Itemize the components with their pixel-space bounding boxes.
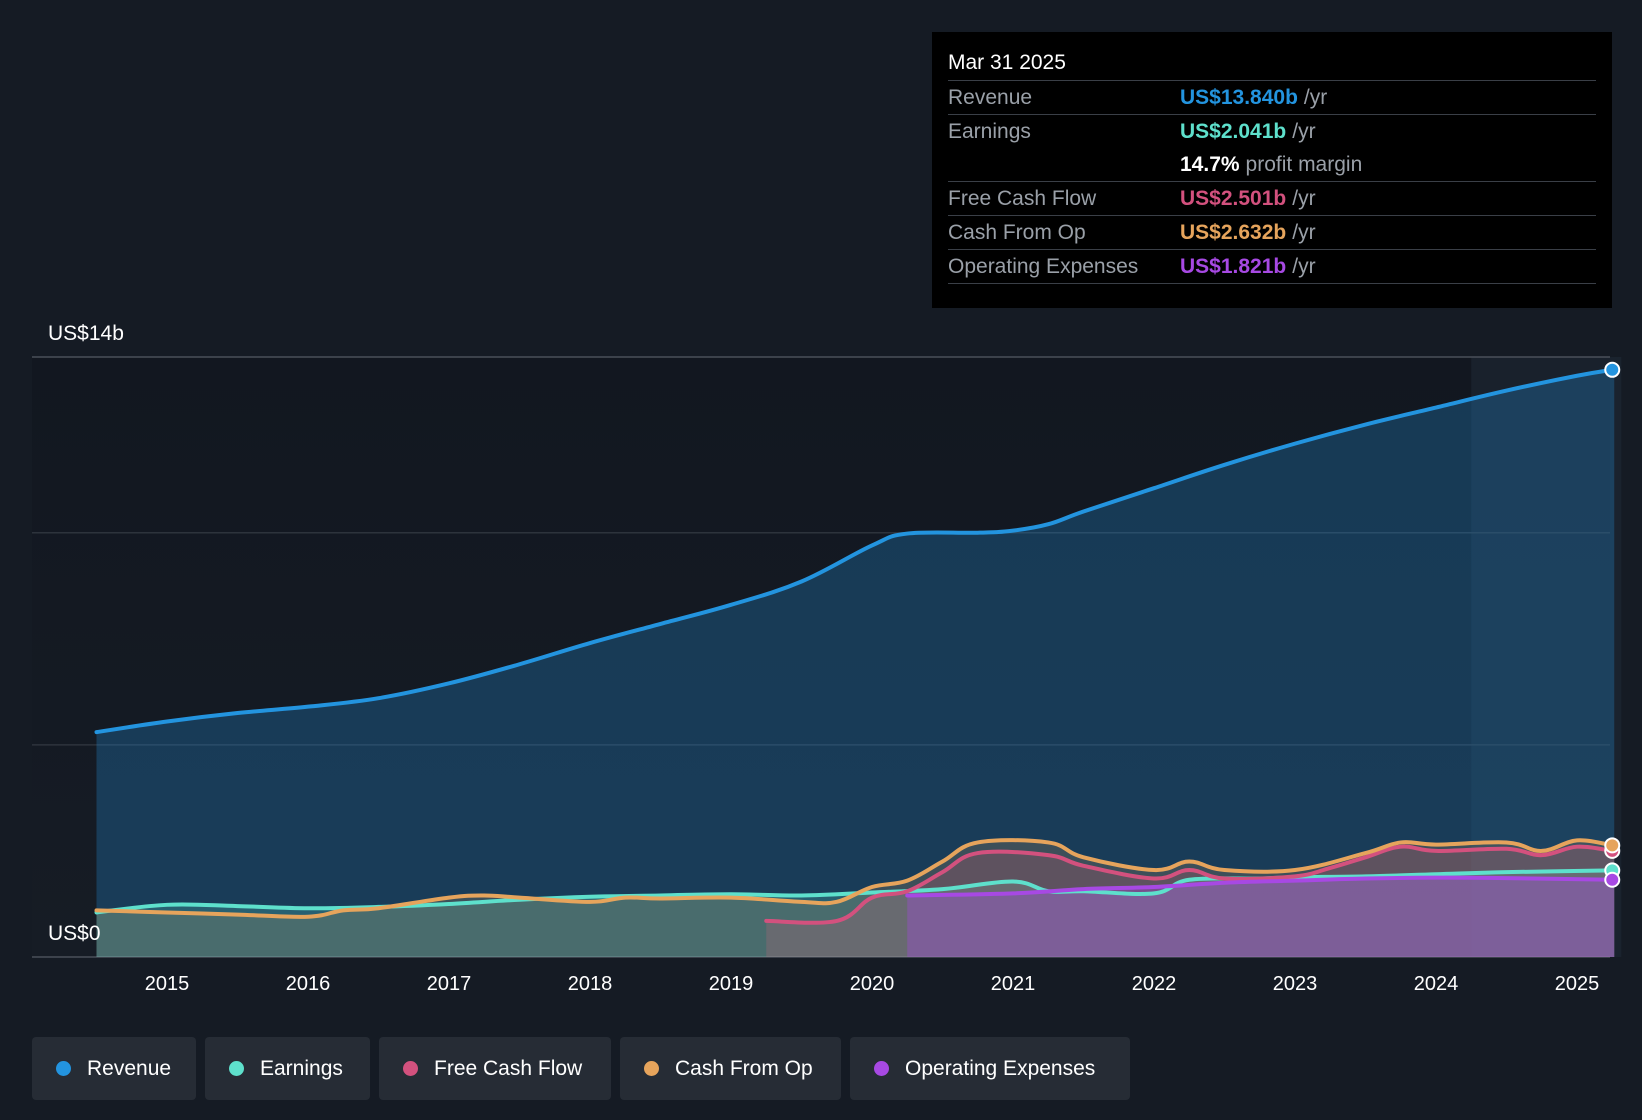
- legend: Revenue Earnings Free Cash Flow Cash Fro…: [32, 1037, 1130, 1100]
- x-tick-label: 2025: [1555, 973, 1600, 995]
- legend-dot-icon: [403, 1061, 418, 1076]
- area-fill-earnings: [96, 870, 1615, 957]
- x-tick-label: 2015: [145, 973, 190, 995]
- legend-item-cash-from-op[interactable]: Cash From Op: [620, 1037, 841, 1100]
- x-tick-label: 2018: [568, 973, 613, 995]
- legend-label: Cash From Op: [675, 1056, 813, 1080]
- tooltip-value: US$2.041b: [1180, 119, 1287, 143]
- legend-dot-icon: [644, 1061, 659, 1076]
- y-axis-bottom-label: US$0: [48, 922, 101, 945]
- x-tick-label: 2019: [709, 973, 754, 995]
- legend-label: Earnings: [260, 1056, 343, 1080]
- series-line-free-cash-flow: [764, 844, 1615, 925]
- series-line-cash-from-op: [94, 838, 1615, 919]
- tooltip-row-free-cash-flow: Free Cash Flow US$2.501b /yr: [948, 181, 1596, 215]
- highlight-region: [1471, 357, 1622, 957]
- tooltip-row-earnings: Earnings US$2.041b /yr: [948, 114, 1596, 148]
- tooltip-unit: /yr: [1292, 254, 1316, 278]
- tooltip-unit: /yr: [1292, 186, 1316, 210]
- tooltip-unit: profit margin: [1245, 152, 1363, 176]
- tooltip-value: 14.7%: [1180, 152, 1240, 176]
- legend-item-revenue[interactable]: Revenue: [32, 1037, 196, 1100]
- tooltip-row-operating-expenses: Operating Expenses US$1.821b /yr: [948, 249, 1596, 284]
- legend-label: Revenue: [87, 1056, 172, 1080]
- tooltip-unit: /yr: [1292, 220, 1316, 244]
- tooltip-value: US$2.501b: [1180, 186, 1287, 210]
- series-line-operating-expenses: [905, 875, 1615, 898]
- legend-item-free-cash-flow[interactable]: Free Cash Flow: [379, 1037, 611, 1100]
- tooltip-row-revenue: Revenue US$13.840b /yr: [948, 80, 1596, 114]
- series-end-marker-cash-from-op: [1604, 837, 1621, 854]
- tooltip-label: Free Cash Flow: [948, 186, 1097, 210]
- legend-item-operating-expenses[interactable]: Operating Expenses: [850, 1037, 1130, 1100]
- legend-dot-icon: [56, 1061, 71, 1076]
- tooltip-label: Cash From Op: [948, 220, 1086, 244]
- legend-item-earnings[interactable]: Earnings: [205, 1037, 370, 1100]
- legend-label: Operating Expenses: [905, 1056, 1096, 1080]
- area-fill-cash-from-op: [96, 840, 1615, 957]
- tooltip-label: Revenue: [948, 85, 1033, 109]
- area-fill-revenue: [96, 369, 1615, 957]
- x-tick-label: 2016: [286, 973, 331, 995]
- series-end-marker-revenue: [1604, 361, 1621, 378]
- area-fill-operating-expenses: [907, 877, 1615, 957]
- tooltip-unit: /yr: [1303, 85, 1328, 109]
- tooltip-unit: /yr: [1292, 119, 1316, 143]
- legend-label: Free Cash Flow: [434, 1056, 583, 1080]
- x-tick-label: 2023: [1273, 973, 1318, 995]
- legend-dot-icon: [874, 1061, 889, 1076]
- tooltip-value: US$2.632b: [1180, 220, 1287, 244]
- series-line-revenue: [94, 367, 1615, 735]
- tooltip-row-profit-margin: 14.7% profit margin: [948, 148, 1596, 181]
- tooltip-value: US$13.840b: [1180, 85, 1298, 109]
- y-axis-top-label: US$14b: [48, 322, 124, 345]
- x-tick-label: 2024: [1414, 973, 1459, 995]
- x-tick-label: 2017: [427, 973, 472, 995]
- tooltip-row-cash-from-op: Cash From Op US$2.632b /yr: [948, 215, 1596, 249]
- legend-dot-icon: [229, 1061, 244, 1076]
- tooltip-label: Earnings: [948, 119, 1031, 143]
- series-end-marker-operating-expenses: [1604, 871, 1621, 888]
- x-tick-label: 2021: [991, 973, 1036, 995]
- tooltip-date: Mar 31 2025: [948, 51, 1066, 74]
- tooltip-panel: Mar 31 2025 Revenue US$13.840b /yr Earni…: [932, 32, 1612, 308]
- tooltip-label: Operating Expenses: [948, 254, 1139, 278]
- tooltip-value: US$1.821b: [1180, 254, 1287, 278]
- x-tick-label: 2020: [850, 973, 895, 995]
- x-tick-label: 2022: [1132, 973, 1177, 995]
